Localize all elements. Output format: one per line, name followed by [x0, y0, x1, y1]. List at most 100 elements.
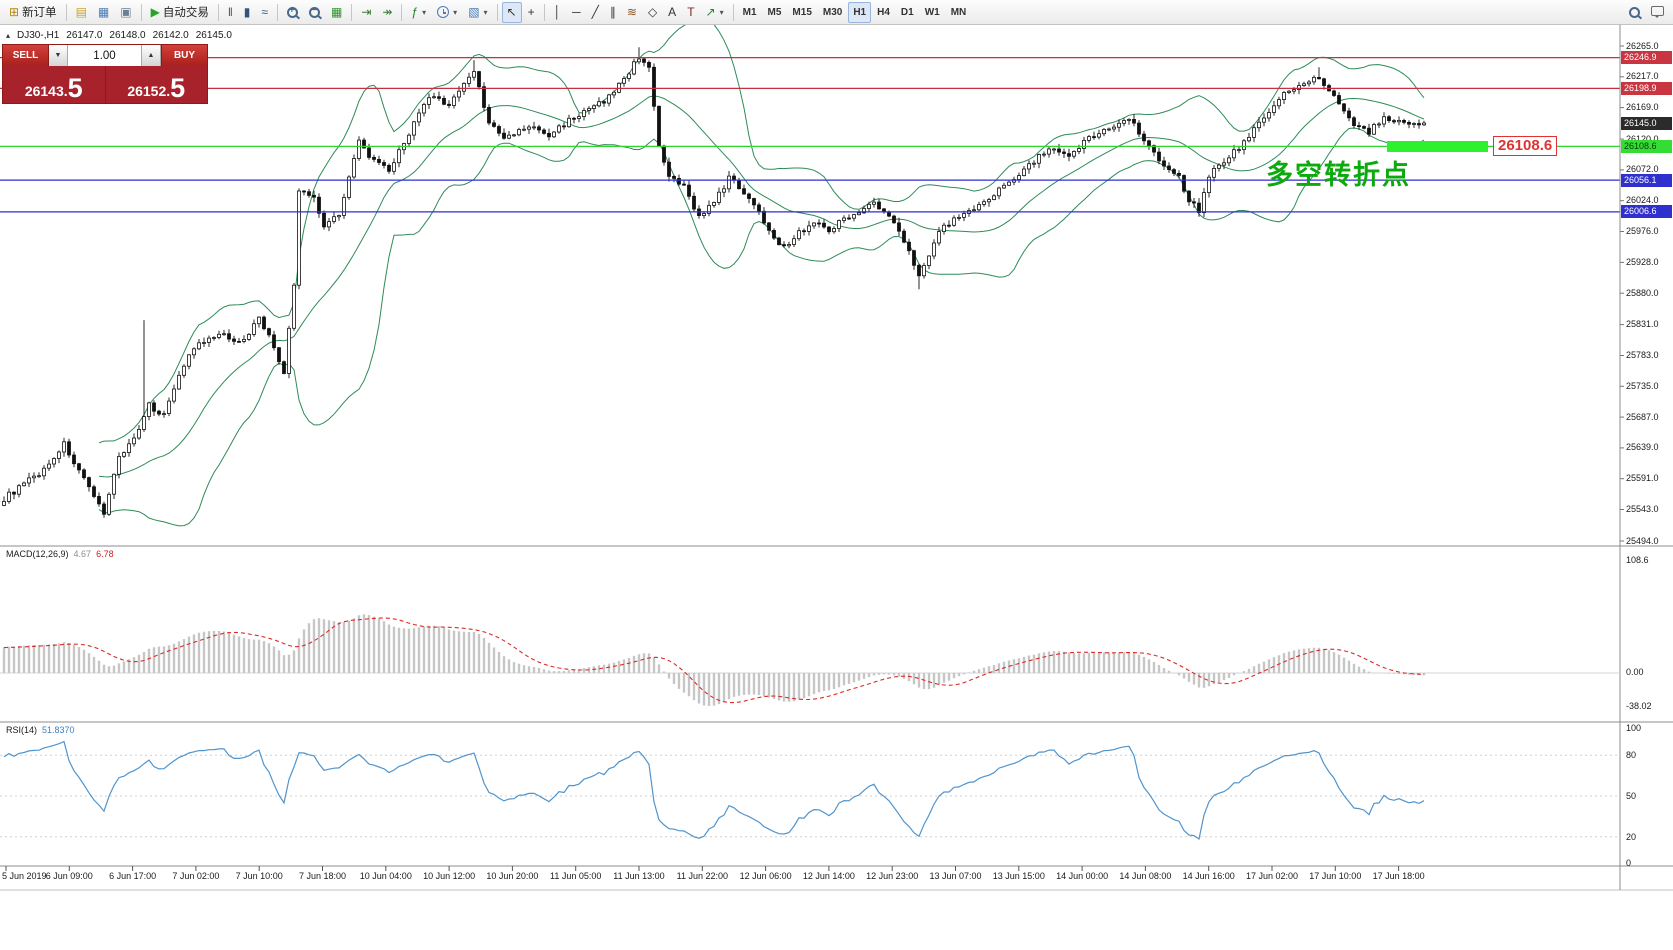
channel-icon: ∥	[609, 5, 616, 19]
timeframe-h4-label: H4	[877, 6, 890, 18]
candlestick-series	[2, 47, 1426, 518]
dropdown-caret-icon: ▾	[719, 7, 724, 17]
volume-up-button[interactable]: ▲	[142, 45, 161, 66]
horizontal-line-tool[interactable]: ─	[567, 2, 586, 23]
timeframe-m1[interactable]: M1	[738, 2, 762, 23]
dropdown-caret-icon: ▾	[453, 7, 458, 17]
periods-button[interactable]: ▾	[432, 2, 462, 23]
volume-down-button[interactable]: ▼	[49, 45, 68, 66]
timeframe-d1-label: D1	[900, 6, 914, 18]
cursor-tool[interactable]: ↖	[501, 1, 522, 23]
macd-name: MACD(12,26,9)	[6, 549, 69, 559]
data-window-icon: ▦	[97, 5, 110, 19]
terminal-icon[interactable]: ▣	[115, 2, 136, 23]
indicators-button[interactable]: ƒ ▾	[406, 2, 431, 23]
data-window-icon[interactable]: ▦	[93, 2, 114, 23]
fibonacci-icon: ≋	[626, 5, 637, 19]
toolbar-separator	[732, 3, 734, 21]
timeframe-m15[interactable]: M15	[787, 2, 816, 23]
volume-input[interactable]: 1.00	[68, 45, 142, 66]
timeframe-h1[interactable]: H1	[848, 1, 872, 23]
chat-button[interactable]	[1646, 2, 1669, 23]
candlestick-chart-icon[interactable]: ▮	[239, 2, 256, 23]
sell-price-main: 26143.	[24, 83, 68, 100]
toolbar-separator	[65, 3, 67, 21]
shapes-icon: ◇	[647, 5, 658, 19]
new-order-button-label: 新订单	[22, 7, 57, 19]
crosshair-tool[interactable]: +	[523, 2, 540, 23]
highlight-rectangle	[1387, 141, 1488, 152]
toolbar-separator	[401, 3, 403, 21]
toolbar-separator	[496, 3, 498, 21]
search-button[interactable]	[1624, 2, 1645, 23]
toolbar-separator	[277, 3, 278, 21]
line-chart-icon[interactable]: ≈	[256, 2, 273, 23]
timeframe-d1[interactable]: D1	[896, 2, 919, 23]
price-callout-label: 26108.6	[1493, 136, 1558, 156]
zoom-out-button[interactable]	[304, 2, 325, 23]
arrows-tool[interactable]: ↗ ▾	[701, 2, 729, 23]
timeframe-m15-label: M15	[792, 6, 812, 18]
template-icon: ▧	[468, 5, 480, 19]
tile-windows-icon: ▦	[331, 5, 343, 19]
dropdown-caret-icon: ▾	[483, 7, 488, 17]
macd-value-1: 4.67	[73, 549, 92, 559]
zoom-in-icon	[287, 5, 298, 18]
buy-button[interactable]: BUY	[161, 45, 207, 66]
zoom-out-icon	[309, 5, 320, 18]
timeframe-w1-label: W1	[924, 6, 940, 18]
text-icon: A	[668, 5, 677, 19]
line-chart-icon: ≈	[261, 5, 268, 19]
tile-windows-icon[interactable]: ▦	[326, 2, 347, 23]
sell-price-big-digit: 5	[67, 73, 83, 104]
text-tool[interactable]: A	[663, 2, 681, 23]
new-order-button[interactable]: ⊞ 新订单	[4, 2, 62, 23]
toolbar-separator	[351, 3, 353, 21]
timeframe-w1[interactable]: W1	[920, 2, 945, 23]
channel-tool[interactable]: ∥	[605, 2, 621, 23]
toolbar-separator	[140, 3, 142, 21]
collapse-triangle-icon[interactable]: ▴	[6, 31, 11, 40]
timeframe-m30-label: M30	[822, 6, 843, 18]
buy-price-big-digit: 5	[170, 73, 186, 104]
timeframe-m30[interactable]: M30	[818, 2, 847, 23]
trendline-icon: ╱	[591, 5, 599, 19]
vertical-line-tool[interactable]: │	[549, 2, 567, 23]
sell-button[interactable]: SELL	[3, 45, 49, 66]
profiles-icon[interactable]: ▤	[71, 2, 92, 23]
autotrading-button-label: 自动交易	[162, 7, 209, 19]
trendline-tool[interactable]: ╱	[587, 2, 604, 23]
chart-shift-icon[interactable]: ↠	[377, 2, 397, 23]
new-order-icon: ⊞	[9, 5, 20, 19]
timeframe-h4[interactable]: H4	[872, 2, 895, 23]
autotrading-play-icon: ▶	[150, 5, 160, 19]
timeframe-m1-label: M1	[742, 6, 757, 18]
zoom-in-button[interactable]	[282, 2, 303, 23]
text-label-tool[interactable]: T	[682, 2, 699, 23]
autotrading-button[interactable]: ▶ 自动交易	[146, 2, 214, 23]
templates-button[interactable]: ▧ ▾	[463, 2, 492, 23]
dropdown-caret-icon: ▾	[422, 7, 427, 17]
bollinger-bands	[98, 16, 1425, 527]
timeframe-mn[interactable]: MN	[946, 2, 972, 23]
bar-chart-icon[interactable]: ‖	[223, 2, 238, 23]
buy-price-main: 26152.	[127, 83, 171, 100]
macd-indicator	[0, 614, 1620, 706]
buy-price-display[interactable]: 26152. 5	[105, 66, 207, 104]
toolbar-separator	[217, 3, 219, 21]
ohlc-close: 26145.0	[195, 30, 232, 41]
macd-value-2: 6.78	[96, 549, 114, 559]
sell-price-display[interactable]: 26143. 5	[3, 66, 106, 103]
fibonacci-tool[interactable]: ≋	[622, 2, 642, 23]
ohlc-open: 26147.0	[66, 30, 103, 41]
symbol-period-label: DJ30-,H1	[17, 30, 60, 41]
cursor-icon: ↖	[506, 5, 517, 19]
timeframe-m5[interactable]: M5	[763, 2, 787, 23]
indicators-icon: ƒ	[411, 5, 419, 19]
auto-scroll-icon[interactable]: ⇥	[356, 2, 376, 23]
shapes-tool[interactable]: ◇	[643, 2, 662, 23]
toolbar: ⊞新订单▤▦▣▶自动交易‖▮≈▦⇥↠ƒ▾▾▧▾↖+│─╱∥≋◇AT↗▾M1M5M…	[0, 0, 1673, 25]
rsi-name: RSI(14)	[6, 725, 38, 735]
candlestick-chart-icon: ▮	[243, 5, 251, 19]
